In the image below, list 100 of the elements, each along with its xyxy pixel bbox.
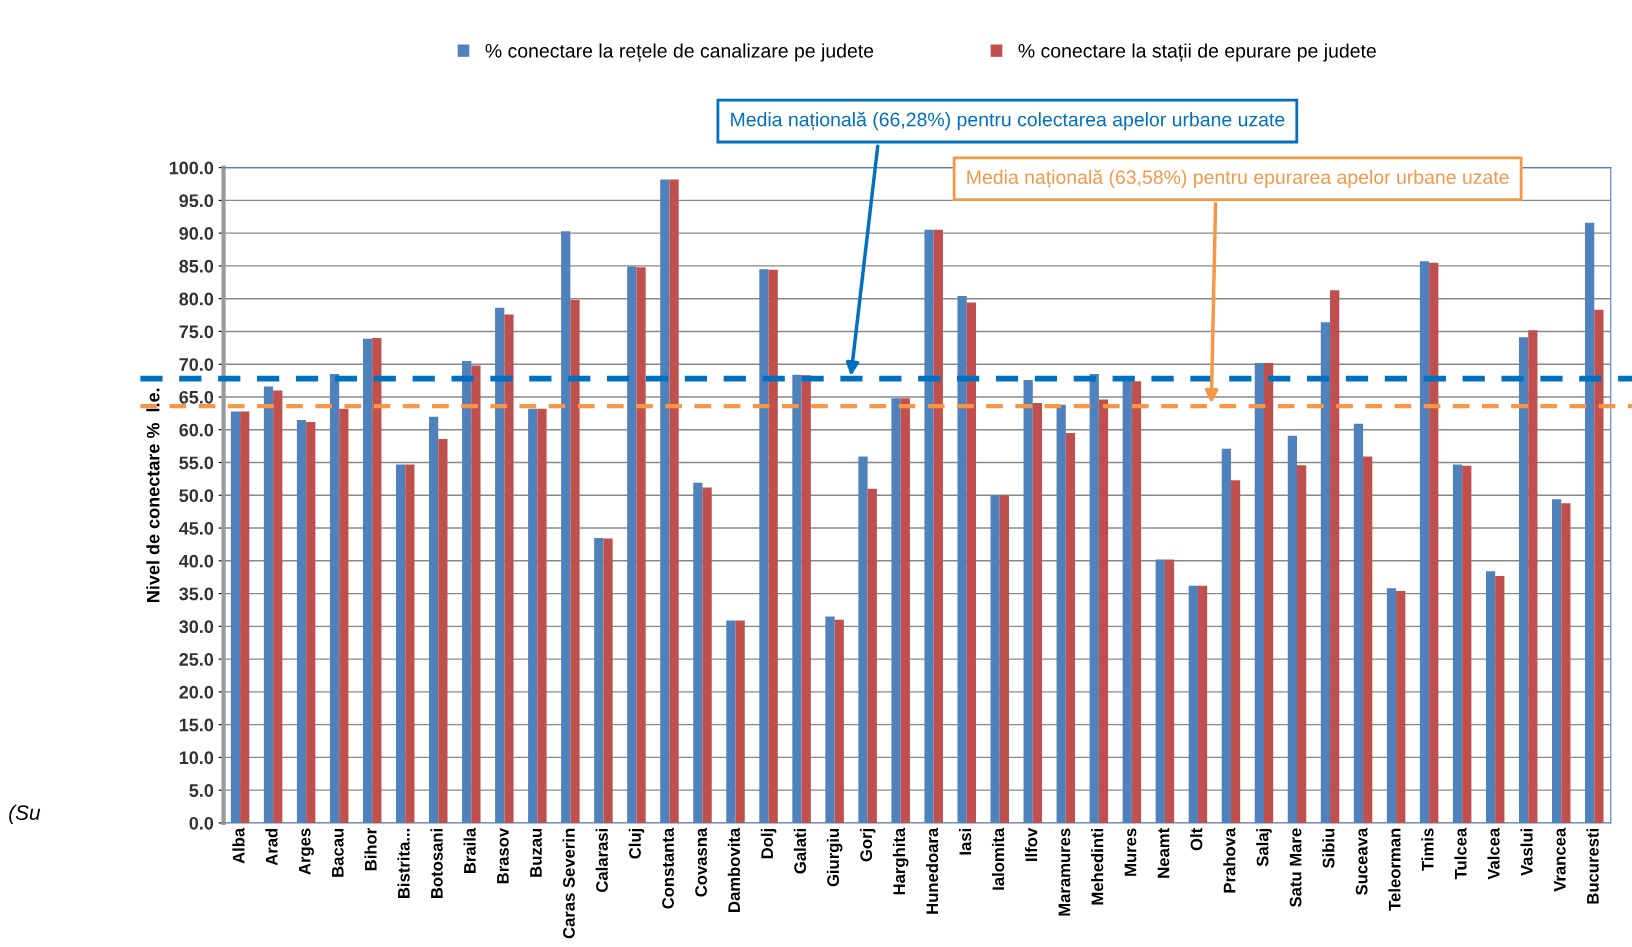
bar [537,408,547,823]
bar [1197,585,1208,823]
x-tick-label: Teleorman [1388,828,1401,911]
x-tick-label: Valcea [1487,827,1500,880]
x-tick-label: Bucuresti [1586,828,1599,904]
bar [1495,575,1505,823]
x-tick-label: Bacau [332,828,344,877]
x-tick-label: Buzau [530,828,542,877]
bar [1297,465,1307,823]
bar [504,314,514,823]
x-tick-label: Tulcea [1454,827,1467,880]
x-tick-label: Cluj [628,828,645,859]
y-tick-label: 100.0 [169,161,214,175]
x-tick-label: Olt [1190,828,1203,851]
x-tick-label: Constanta [662,827,674,909]
y-tick-label: 10.0 [179,751,214,765]
x-tick-label: Mehedinti [1091,828,1104,905]
x-tick-label: Bistrita... [397,828,410,898]
bar [801,375,811,823]
bar [735,620,745,823]
x-tick-label: Hunedoara [925,827,939,914]
y-tick-label: 50.0 [179,489,214,502]
bar [1032,402,1043,823]
y-tick-label: 65.0 [179,390,214,404]
x-tick-label: Arad [265,828,278,866]
bar [966,302,976,823]
bar [405,464,415,823]
bar [570,299,580,823]
x-tick-label: Neamt [1157,828,1170,878]
bar [1462,465,1472,823]
y-tick-label: 85.0 [179,259,214,273]
y-tick-label: 55.0 [179,456,214,470]
x-tick-label: Bihor [364,828,377,871]
x-tick-label: Dolj [760,828,777,859]
bar [867,488,877,823]
bar [603,538,613,823]
x-tick-label: Harghita [892,827,909,895]
y-tick-label: 0.0 [189,816,214,830]
y-tick-label: 80.0 [179,292,214,306]
y-tick-label: 70.0 [179,358,214,371]
x-tick-label: Giurgiu [826,828,843,887]
bar [900,398,910,823]
y-tick-label: 75.0 [179,325,214,339]
x-tick-label: Gorj [859,828,876,862]
bar [1528,330,1538,823]
bar [702,487,712,823]
bar [768,269,778,823]
x-tick-label: Ialomita [991,827,1005,890]
y-tick-label: 25.0 [179,653,214,666]
bar [1164,559,1175,823]
bar [1230,480,1241,823]
bar [1429,262,1439,823]
bar [438,438,448,823]
bar [1131,381,1142,823]
bar [999,495,1009,823]
x-tick-label: Covasna [695,827,707,897]
x-tick-label: Mures [1124,828,1137,876]
bar [1594,309,1604,823]
x-tick-label: Satu Mare [1289,828,1302,907]
x-tick-label: Sibiu [1322,828,1335,869]
y-tick-label: 60.0 [179,423,214,437]
x-tick-label: Ilfov [1025,827,1038,861]
text: (Su [9,804,41,825]
x-tick-label: Vrancea [1554,827,1566,892]
bar [636,267,646,823]
y-axis-title: Nivel de conectare % l.e. [146,388,160,602]
bar [471,365,481,823]
bar [1363,456,1373,823]
x-tick-label: Maramures [1058,828,1071,916]
x-tick-label: Salaj [1256,828,1272,867]
x-tick-label: Vaslui [1520,828,1533,876]
bar [372,338,382,823]
y-tick-label: 15.0 [179,718,214,732]
ref-line-label: Media națională (66,28%) pentru colectarea apelor urbane uzate [731,111,1285,131]
y-tick-label: 40.0 [179,554,214,568]
x-tick-label: Caras Severin [562,828,575,939]
x-tick-label: Prahova [1223,827,1236,893]
x-tick-label: Botosani [430,828,443,898]
y-tick-label: 30.0 [179,620,214,634]
bar [1330,290,1340,823]
x-tick-label: Arges [298,828,314,875]
y-tick-label: 5.0 [189,784,214,797]
bar [1098,399,1109,823]
bar [834,619,844,823]
x-tick-label: Alba [232,827,245,864]
bar [1263,362,1274,823]
bar [339,408,349,823]
bar [1065,433,1076,823]
x-tick-label: Dambovita [727,827,740,912]
bar [240,411,250,823]
bar [669,179,679,823]
x-tick-label: Calarasi [595,828,608,892]
bar [1561,503,1571,823]
x-tick-label: Braila [463,827,476,874]
bar [306,421,316,823]
legend-label: % conectare la rețele de canalizare pe judete [485,43,874,62]
x-tick-label: Suceava [1355,827,1368,895]
x-tick-label: Iasi [958,828,972,855]
x-tick-label: Timis [1421,828,1434,871]
ref-line-label: Media națională (63,58%) pentru epurarea apelor urbane uzate [967,169,1509,188]
